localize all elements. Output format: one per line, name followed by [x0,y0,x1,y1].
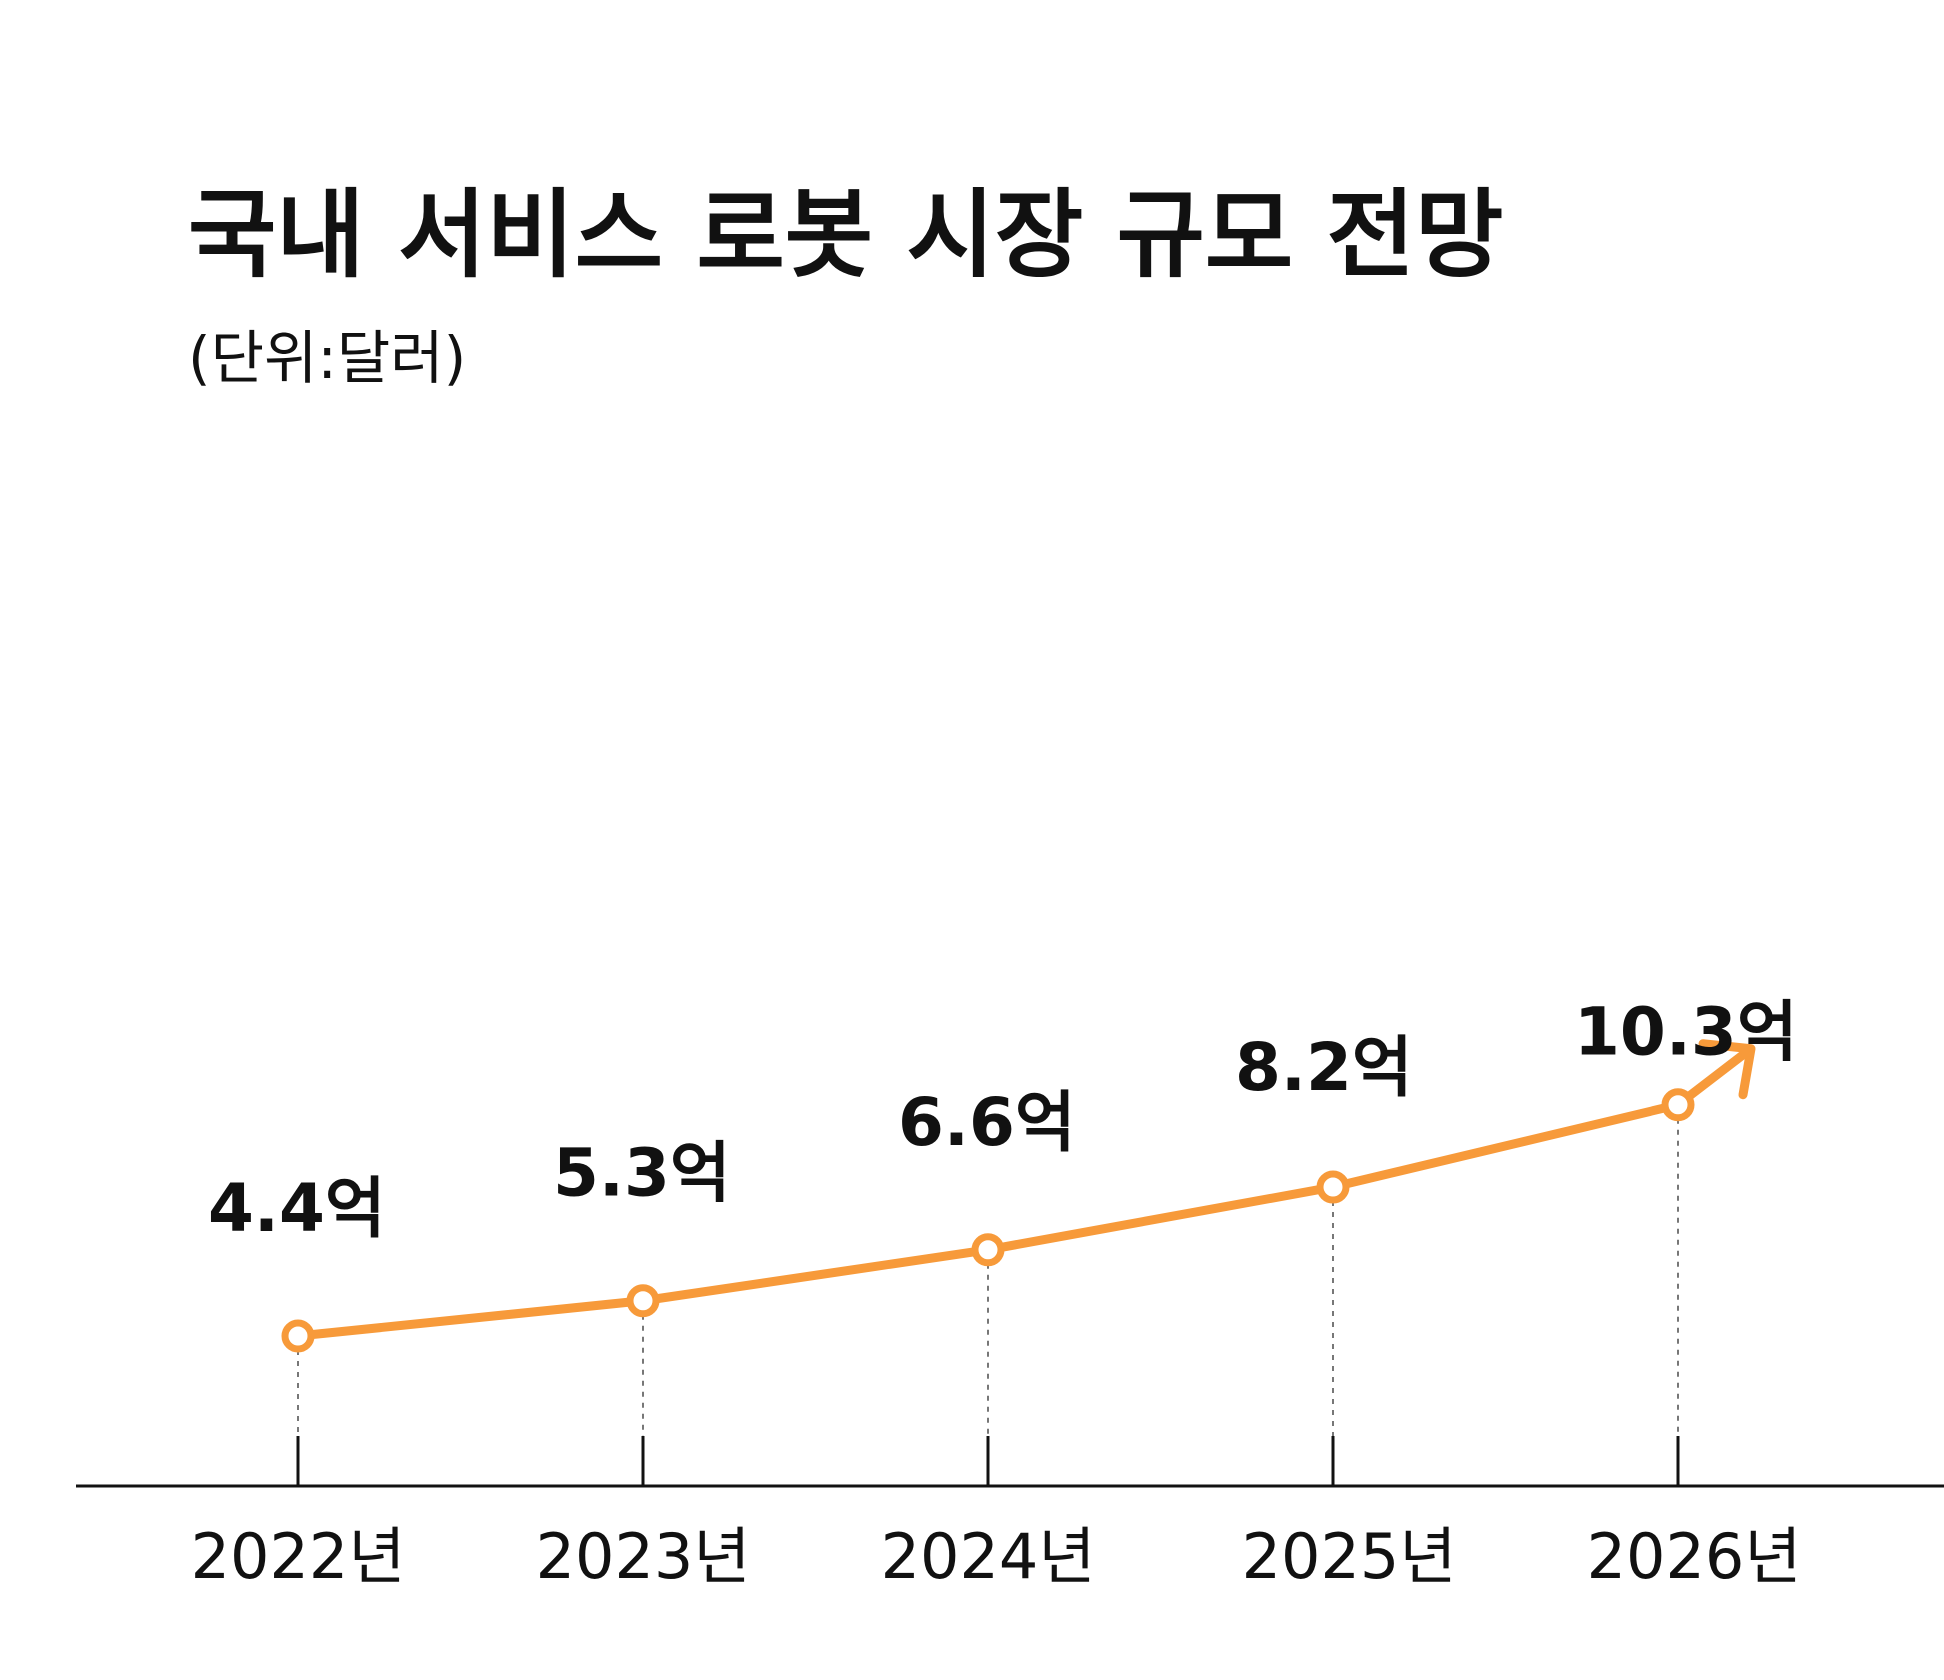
data-point [281,1319,315,1353]
data-labels: 4.4억 5.3억 6.6억 8.2억 10.3억 [208,994,1798,1247]
x-tick-label: 2025년 [1242,1520,1457,1593]
chart-subtitle: (단위:달러) [188,324,466,392]
x-tick-label: 2026년 [1587,1520,1802,1593]
data-label: 5.3억 [553,1135,731,1212]
x-tick-label: 2022년 [191,1520,406,1593]
data-label: 6.6억 [898,1084,1076,1161]
guide-lines [297,1118,1679,1436]
x-axis-tick-labels: 2022년 2023년 2024년 2025년 2026년 [191,1520,1802,1593]
data-label: 10.3억 [1574,994,1798,1071]
x-axis-ticks [296,1436,1680,1486]
x-tick-label: 2023년 [536,1520,751,1593]
data-point [1661,1088,1695,1122]
chart-title: 국내 서비스 로봇 시장 규모 전망 [188,179,1503,291]
data-points [281,1088,1695,1353]
data-point [971,1233,1005,1267]
x-tick-label: 2024년 [881,1520,1096,1593]
data-label: 8.2억 [1235,1029,1413,1106]
data-point [626,1284,660,1318]
data-point [1316,1170,1350,1204]
data-label: 4.4억 [208,1170,386,1247]
